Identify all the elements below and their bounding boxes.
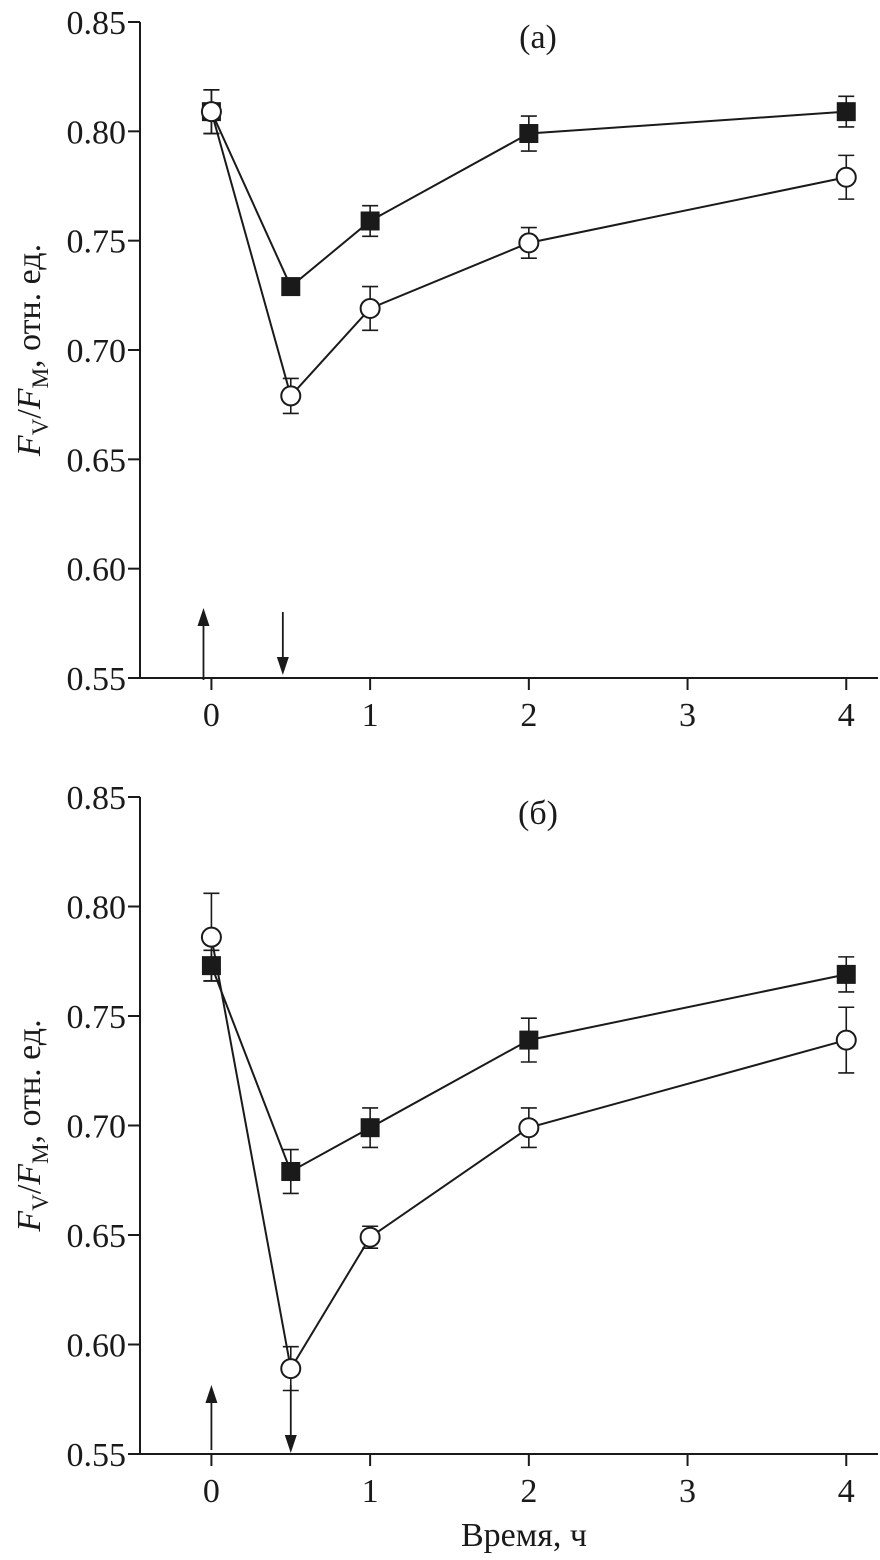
panel-0-point-circle [518,232,540,254]
panel-0-point-circle [359,297,381,319]
panel-1-point-square [836,964,856,984]
panel-1-y-tick-label: 0.75 [67,999,127,1036]
panel-0-y-label-part: , отн. ед. [11,244,48,368]
panel-1-point-square [360,1118,380,1138]
panel-1-x-tick-label: 1 [362,1473,379,1510]
panel-0-x-tick-label: 3 [679,697,696,734]
panel-1-panel-label: (б) [518,795,558,832]
panel-1-x-tick-label: 4 [838,1473,855,1510]
panel-1-y-tick-label: 0.80 [67,890,127,927]
panel-0-arrow-down-head [276,657,289,675]
panel-1-x-axis-label: Время, ч [461,1517,587,1554]
panel-1-y-label-part: M [28,1143,53,1163]
panel-1-x-tick-label: 3 [679,1473,696,1510]
panel-0-point-square [360,211,380,231]
panel-0-y-tick-label: 0.85 [67,5,127,42]
panel-1-point-circle [835,1029,857,1051]
panel-1-y-label-part: V [28,1194,53,1211]
panel-0-point-circle [200,101,222,123]
panel-1-point-square [519,1030,539,1050]
panel-0-y-tick-label: 0.70 [67,333,127,370]
panel-0-y-tick-label: 0.65 [67,442,127,479]
panel-0-point-square [519,124,539,144]
panel-0-point-circle [835,166,857,188]
panel-0-point-square [836,102,856,122]
panel-1-point-circle [518,1117,540,1139]
panel-1-y-label-part: F [11,1210,48,1233]
panel-1-y-tick-label: 0.65 [67,1218,127,1255]
panel-0-arrow-up-head [197,608,210,626]
panel-1-arrow-up-head [205,1385,218,1403]
panel-1-point-circle [359,1226,381,1248]
panel-0-x-tick-label: 4 [838,697,855,734]
panel-0-x-tick-label: 0 [203,697,220,734]
panel-0-y-tick-label: 0.55 [67,661,127,698]
panel-0-y-tick-label: 0.75 [67,224,127,261]
panel-0-y-label-part: / [11,409,48,419]
panel-0-y-axis-label: FV/FM, отн. ед. [11,244,53,457]
panel-1-x-tick-label: 2 [520,1473,537,1510]
panel-1-y-label-part: , отн. ед. [11,1019,48,1143]
chart-panel-b: 0.550.600.650.700.750.800.850 1 2 3 4FV/FM, … [11,780,878,1554]
panel-0-x-tick-label: 1 [362,697,379,734]
panel-1-y-tick-label: 0.60 [67,1328,127,1365]
panel-0-panel-label: (а) [519,19,557,56]
panel-1-y-axis-label: FV/FM, отн. ед. [11,1019,53,1232]
panel-1-point-square [281,1161,301,1181]
panel-1-point-circle [280,1358,302,1380]
panel-0-x-tick-label: 2 [520,697,537,734]
panel-1-y-label-part: / [11,1184,48,1194]
panel-0-y-label-part: F [11,387,48,410]
panel-1-y-tick-label: 0.55 [67,1437,127,1474]
panel-0-y-tick-label: 0.80 [67,114,127,151]
panel-0-y-label-part: F [11,434,48,457]
panel-0-y-label-part: V [28,418,53,435]
panel-0-y-tick-label: 0.60 [67,552,127,589]
panel-1-x-tick-label: 0 [203,1473,220,1510]
panel-0-point-circle [280,385,302,407]
panel-1-y-tick-label: 0.70 [67,1109,127,1146]
panel-1-y-tick-label: 0.85 [67,780,127,817]
panel-1-series-line-1 [210,936,847,1372]
chart-panel-a: 0.550.600.650.700.750.800.850 1 2 3 4FV/FM, … [11,5,878,734]
panel-0-y-label-part: M [28,368,53,388]
panel-1-y-label-part: F [11,1163,48,1186]
panel-1-point-circle [200,926,222,948]
panel-0-point-square [281,277,301,297]
panel-1-arrow-down-head [284,1435,297,1453]
